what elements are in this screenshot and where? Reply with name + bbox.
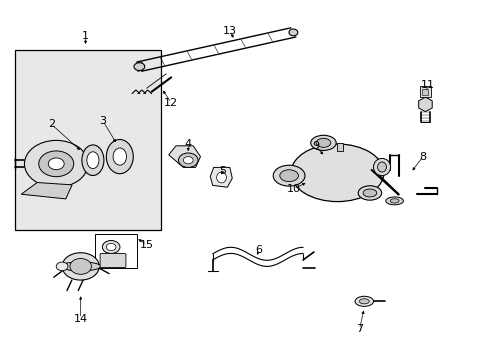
Text: 9: 9 <box>311 141 318 151</box>
Ellipse shape <box>134 63 144 71</box>
Bar <box>336 143 342 151</box>
Bar <box>15 50 161 230</box>
Text: 3: 3 <box>99 116 106 126</box>
Circle shape <box>106 243 116 251</box>
Ellipse shape <box>362 189 376 197</box>
Text: 4: 4 <box>184 139 191 149</box>
Circle shape <box>178 153 198 167</box>
Circle shape <box>102 240 120 253</box>
Text: 15: 15 <box>140 240 153 250</box>
Ellipse shape <box>61 262 101 271</box>
Ellipse shape <box>288 29 297 36</box>
Text: 1: 1 <box>82 31 89 41</box>
Ellipse shape <box>273 165 305 186</box>
Ellipse shape <box>385 197 403 205</box>
Text: 5: 5 <box>219 166 225 176</box>
Ellipse shape <box>82 145 104 175</box>
Ellipse shape <box>359 299 368 304</box>
Ellipse shape <box>357 186 381 200</box>
Text: 13: 13 <box>223 26 236 36</box>
Ellipse shape <box>315 138 330 147</box>
Bar <box>422 89 427 95</box>
Text: 8: 8 <box>419 152 426 162</box>
Ellipse shape <box>87 152 99 168</box>
Circle shape <box>24 140 88 187</box>
Ellipse shape <box>279 170 298 181</box>
Text: 11: 11 <box>420 80 434 90</box>
Ellipse shape <box>310 135 336 150</box>
Circle shape <box>70 258 91 274</box>
Circle shape <box>183 157 193 164</box>
Circle shape <box>62 253 99 280</box>
Ellipse shape <box>290 144 383 202</box>
Circle shape <box>39 151 74 177</box>
Text: 2: 2 <box>48 119 55 129</box>
Polygon shape <box>168 146 200 167</box>
Ellipse shape <box>389 199 398 203</box>
Ellipse shape <box>373 158 390 176</box>
Ellipse shape <box>106 140 133 174</box>
Circle shape <box>56 262 68 271</box>
Ellipse shape <box>354 296 373 306</box>
Circle shape <box>48 158 64 170</box>
Bar <box>95 234 137 268</box>
Ellipse shape <box>377 162 386 172</box>
Polygon shape <box>210 167 232 187</box>
Text: 7: 7 <box>355 324 362 334</box>
Ellipse shape <box>216 172 226 183</box>
Polygon shape <box>418 97 431 112</box>
Text: 10: 10 <box>286 184 300 194</box>
Text: 6: 6 <box>255 245 262 255</box>
Bar <box>419 86 430 97</box>
Text: 14: 14 <box>74 314 87 324</box>
Polygon shape <box>21 183 72 199</box>
Ellipse shape <box>113 148 126 165</box>
Text: 12: 12 <box>164 98 178 108</box>
FancyBboxPatch shape <box>100 253 126 267</box>
